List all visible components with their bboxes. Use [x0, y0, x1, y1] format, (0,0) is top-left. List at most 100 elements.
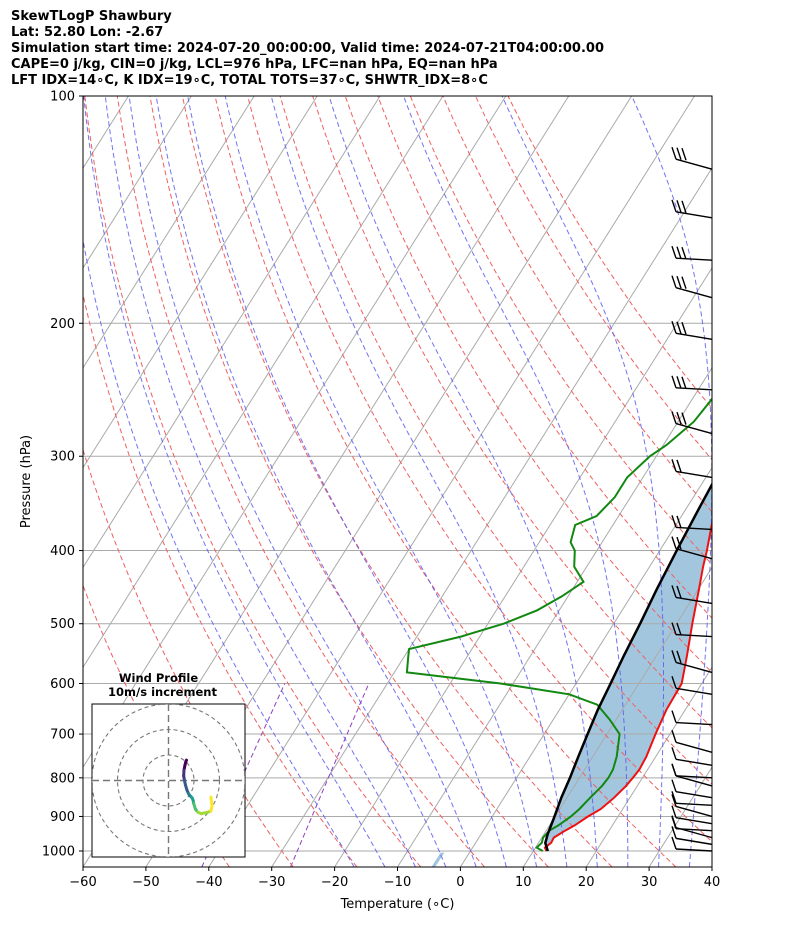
dry-adiabat-line [83, 584, 230, 867]
wind-barb-flag [681, 322, 687, 335]
wind-barb-flag [671, 622, 677, 635]
wind-barb-staff [675, 791, 713, 799]
x-tick-label: −50 [132, 875, 159, 890]
isotherm-line [334, 267, 712, 867]
moist-adiabat-line [155, 96, 477, 867]
wind-barb [671, 794, 713, 818]
wind-barb-staff [675, 470, 713, 479]
wind-barb-staff [675, 848, 713, 852]
wind-barb [671, 710, 713, 726]
wind-barb-flag [681, 200, 687, 214]
y-tick-label: 500 [50, 617, 75, 632]
temperature-line [543, 521, 712, 852]
wind-barb-staff [675, 802, 713, 807]
wind-barb-flag [671, 515, 677, 528]
wind-barb-staff [675, 633, 713, 638]
y-tick-label: 700 [50, 728, 75, 743]
wind-barb-flag [676, 536, 682, 550]
wind-barb [671, 199, 713, 219]
dry-adiabat-line [149, 96, 549, 867]
isotherm-line [83, 96, 444, 669]
wind-barb-staff [675, 837, 713, 846]
wind-barb [671, 779, 713, 799]
isotherm-line [83, 96, 255, 369]
wind-barb-flag [671, 650, 677, 663]
moist-adiabat-line [128, 96, 447, 867]
wind-barb-staff [675, 661, 713, 674]
wind-barb-flag [671, 459, 677, 472]
wind-barb-flag [671, 375, 677, 389]
wind-barb-flag [671, 815, 677, 828]
wind-barb [671, 791, 713, 807]
wind-barb [671, 650, 713, 674]
y-tick-label: 100 [50, 90, 75, 105]
axes-layer: −60 −50 −40 −30 −20 −10 0 10 20 30 40 1000 900 800 700… [19, 90, 720, 913]
wind-barb [671, 275, 713, 299]
y-tick-label: 900 [50, 810, 75, 825]
wind-barb-flag [671, 199, 677, 213]
wind-barb-flag [671, 710, 677, 723]
wind-barb [671, 826, 713, 846]
dry-adiabat-line [279, 96, 712, 785]
chart-title-indices-2: LFT IDX=14∘C, K IDX=19∘C, TOTAL TOTS=37∘… [11, 73, 488, 88]
x-tick-label: −10 [384, 875, 411, 890]
wind-barb-staff [675, 721, 713, 726]
wind-barb-staff [675, 687, 713, 695]
y-tick-label: 800 [50, 771, 75, 786]
wind-barb-flag [676, 275, 682, 289]
inset-plot [92, 704, 245, 857]
wind-barb [671, 375, 713, 391]
wind-barb-flag [676, 321, 682, 334]
wind-barb-flag [671, 321, 677, 334]
dry-adiabat-line [83, 448, 294, 867]
wind-barb-flag [671, 411, 677, 424]
wind-barb [671, 245, 713, 261]
wind-barb-staff [675, 211, 713, 219]
isotherm-line [271, 167, 712, 867]
chart-title-times: Simulation start time: 2024-07-20_00:00:… [11, 41, 604, 56]
wind-barb-staff [675, 741, 713, 753]
wind-barb-staff [675, 526, 713, 531]
wind-barb-flag [676, 200, 682, 213]
wind-barb [671, 536, 713, 560]
wind-barb [671, 730, 713, 753]
wind-barb-flag [671, 585, 677, 598]
isotherm-line [522, 566, 712, 867]
dry-adiabat-line [84, 96, 422, 867]
wind-barb-flag [671, 836, 677, 850]
wind-barb-flag [676, 459, 682, 473]
wind-barb-flag [676, 650, 682, 664]
y-axis-label: Pressure (hPa) [19, 435, 34, 528]
x-tick-label: −30 [258, 875, 285, 890]
isotherm-line [585, 666, 712, 867]
dry-adiabat-layer [83, 96, 712, 867]
wind-barb [671, 146, 713, 170]
y-tick-label: 600 [50, 677, 75, 692]
wind-barb-staff [675, 547, 713, 560]
wind-barb-flag [681, 376, 687, 390]
wind-barb-flag [676, 411, 682, 425]
wind-barb-flag [676, 585, 682, 599]
moist-adiabat-line [270, 96, 568, 867]
wind-barb [671, 411, 713, 435]
wind-barb-staff [675, 158, 713, 170]
wind-barb-staff [675, 775, 713, 779]
inset-title: Wind Profile [119, 671, 199, 685]
wind-barb [671, 747, 713, 766]
wind-barb-staff [675, 596, 713, 605]
x-tick-label: 0 [456, 875, 464, 890]
wind-barb-flag [671, 826, 677, 839]
y-tick-label: 1000 [42, 845, 75, 860]
moist-adiabat-line [83, 237, 355, 867]
dry-adiabat-line [214, 96, 677, 867]
y-tick-label: 400 [50, 544, 75, 559]
wind-barb-flag [681, 147, 687, 161]
x-tick-label: −40 [195, 875, 222, 890]
dry-adiabat-line [344, 96, 712, 674]
wind-barb-flag [671, 245, 677, 259]
parcel-line [543, 481, 712, 852]
wind-barb [671, 321, 713, 340]
chart-title-indices-1: CAPE=0 j/kg, CIN=0 j/kg, LCL=976 hPa, LF… [11, 57, 498, 72]
wind-barb-flag [671, 763, 677, 777]
isotherm-line [83, 96, 192, 269]
